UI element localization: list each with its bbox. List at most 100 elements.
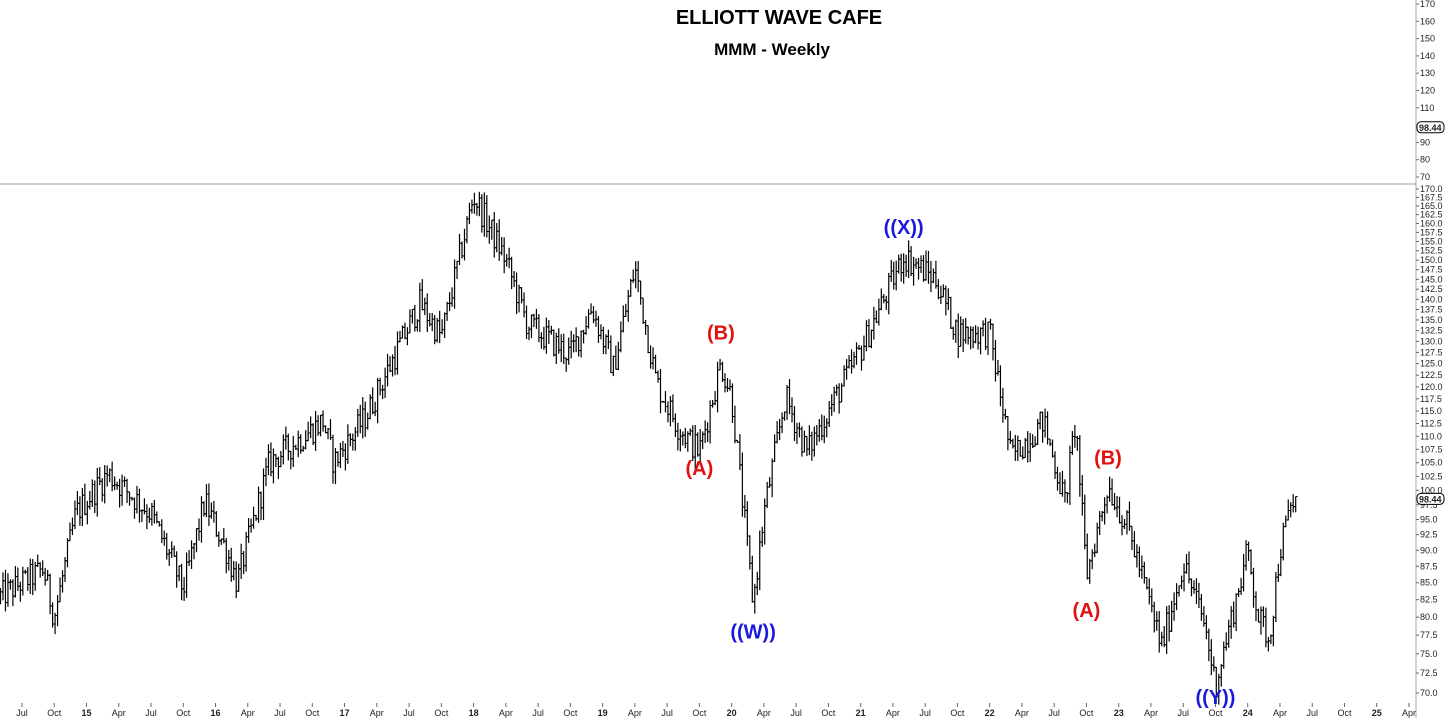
ohlc-bar bbox=[665, 401, 670, 423]
price-bars bbox=[0, 191, 1298, 705]
ohlc-bar bbox=[1204, 615, 1209, 640]
x-axis-tick-label: Jul bbox=[661, 708, 673, 718]
ohlc-bar bbox=[522, 292, 527, 318]
ohlc-bar bbox=[1293, 496, 1298, 513]
ohlc-bar bbox=[1159, 631, 1164, 647]
ohlc-bar bbox=[670, 394, 675, 423]
ohlc-bar bbox=[65, 538, 70, 568]
x-axis-tick-label: Jul bbox=[1048, 708, 1060, 718]
ohlc-bar bbox=[765, 481, 770, 509]
ohlc-bar bbox=[1196, 582, 1201, 608]
ohlc-bar bbox=[695, 432, 700, 457]
ohlc-bar bbox=[102, 465, 107, 504]
ohlc-bar bbox=[1142, 561, 1147, 584]
x-axis-tick-label: Oct bbox=[1337, 708, 1352, 718]
ohlc-bar bbox=[25, 567, 30, 591]
ohlc-bar bbox=[514, 272, 519, 315]
ohlc-bar bbox=[819, 414, 824, 441]
x-axis-tick-label: 23 bbox=[1114, 708, 1124, 718]
x-axis-tick-label: Oct bbox=[692, 708, 707, 718]
ohlc-bar bbox=[703, 420, 708, 443]
main-last-price-label: 98.44 bbox=[1419, 494, 1442, 504]
ohlc-bar bbox=[271, 448, 276, 484]
ohlc-bar bbox=[678, 429, 683, 452]
ohlc-bar bbox=[1281, 522, 1286, 561]
ohlc-bar bbox=[844, 359, 849, 380]
ohlc-bar bbox=[1023, 437, 1028, 459]
ohlc-bar bbox=[239, 543, 244, 579]
wave-labels: (A) (B) ((W)) ((X)) (A) (B) ((Y)) bbox=[685, 217, 1235, 709]
ohlc-bar bbox=[551, 329, 556, 357]
ohlc-bar bbox=[1110, 478, 1115, 506]
x-axis-tick-label: Apr bbox=[886, 708, 900, 718]
ohlc-bar bbox=[365, 412, 370, 430]
ohlc-bar bbox=[1234, 593, 1239, 632]
upper-axis-tick-label: 110 bbox=[1420, 103, 1434, 113]
ohlc-bar bbox=[616, 341, 621, 371]
ohlc-bar bbox=[482, 192, 487, 237]
ohlc-bar bbox=[177, 565, 182, 582]
ohlc-bar bbox=[430, 312, 435, 332]
x-axis-tick-label: Apr bbox=[112, 708, 126, 718]
x-axis-tick-label: 16 bbox=[211, 708, 221, 718]
ohlc-bar bbox=[1085, 533, 1090, 580]
wave-label: (A) bbox=[685, 458, 713, 480]
ohlc-bar bbox=[683, 427, 688, 449]
x-axis-tick-label: 25 bbox=[1372, 708, 1382, 718]
ohlc-bar bbox=[976, 326, 981, 350]
ohlc-bar bbox=[1291, 494, 1296, 513]
ohlc-bar bbox=[457, 233, 462, 266]
ohlc-bar bbox=[1015, 435, 1020, 462]
ohlc-bar bbox=[596, 315, 601, 343]
ohlc-bar bbox=[849, 349, 854, 374]
x-axis-tick-label: Oct bbox=[1079, 708, 1094, 718]
ohlc-bar bbox=[187, 549, 192, 567]
ohlc-bar bbox=[718, 358, 723, 371]
ohlc-bar bbox=[621, 305, 626, 333]
ohlc-bar bbox=[876, 298, 881, 326]
ohlc-bar bbox=[92, 480, 97, 514]
ohlc-bar bbox=[1077, 435, 1082, 497]
ohlc-bar bbox=[651, 347, 656, 370]
ohlc-bar bbox=[1057, 472, 1062, 495]
ohlc-bar bbox=[224, 537, 229, 574]
ohlc-bar bbox=[866, 319, 871, 348]
ohlc-bar bbox=[750, 555, 755, 603]
ohlc-bar bbox=[350, 433, 355, 451]
main-axis-tick-label: 122.5 bbox=[1420, 370, 1443, 380]
upper-axis-tick-label: 130 bbox=[1420, 68, 1435, 78]
ohlc-bar bbox=[933, 260, 938, 289]
ohlc-bar bbox=[194, 528, 199, 553]
ohlc-bar bbox=[281, 434, 286, 465]
ohlc-bar bbox=[383, 367, 388, 399]
ohlc-bar bbox=[914, 258, 919, 269]
ohlc-bar bbox=[127, 491, 132, 506]
ohlc-bar bbox=[445, 301, 450, 321]
ohlc-bar bbox=[1271, 615, 1276, 647]
ohlc-bar bbox=[333, 447, 338, 485]
ohlc-bar bbox=[462, 228, 467, 261]
ohlc-bar bbox=[817, 419, 822, 442]
ohlc-bar bbox=[948, 296, 953, 329]
ohlc-bar bbox=[802, 430, 807, 453]
ohlc-bar bbox=[1005, 416, 1010, 451]
ohlc-bar bbox=[1043, 408, 1048, 438]
ohlc-bar bbox=[326, 427, 331, 440]
ohlc-bar bbox=[780, 412, 785, 434]
ohlc-bar bbox=[1246, 541, 1251, 561]
ohlc-bar bbox=[943, 285, 948, 316]
ohlc-bar bbox=[447, 292, 452, 312]
ohlc-bar bbox=[291, 435, 296, 467]
ohlc-bar bbox=[916, 257, 921, 280]
main-axis-tick-label: 80.0 bbox=[1420, 612, 1438, 622]
x-axis-tick-label: Oct bbox=[821, 708, 836, 718]
ohlc-bar bbox=[303, 430, 308, 450]
ohlc-bar bbox=[1060, 470, 1065, 497]
x-axis-tick-label: Jul bbox=[274, 708, 286, 718]
ohlc-bar bbox=[464, 216, 469, 244]
ohlc-bar bbox=[321, 410, 326, 432]
ohlc-bar bbox=[785, 385, 790, 420]
ohlc-bar bbox=[38, 562, 43, 578]
ohlc-bar bbox=[147, 507, 152, 523]
ohlc-bar bbox=[330, 434, 335, 484]
